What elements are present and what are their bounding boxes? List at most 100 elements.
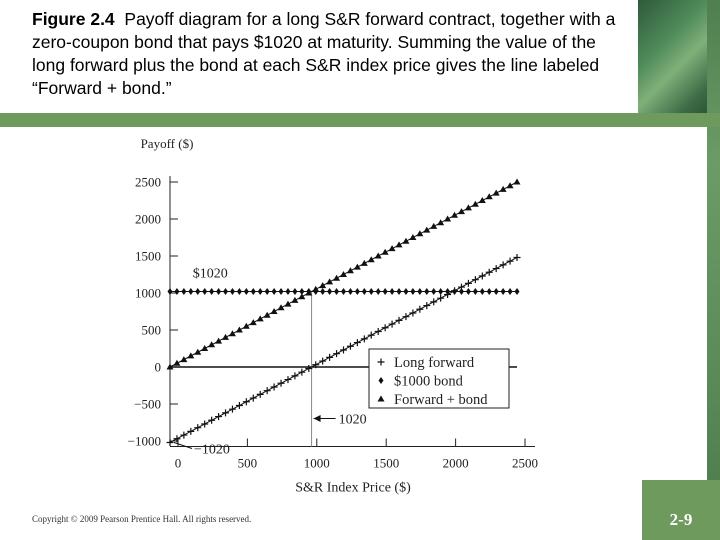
diamond-marker — [236, 288, 242, 296]
y-tick-label: 0 — [155, 360, 162, 375]
plus-marker — [180, 431, 188, 439]
diamond-marker — [514, 288, 520, 296]
diamond-marker — [354, 288, 360, 296]
triangle-marker — [215, 337, 223, 344]
diamond-marker — [382, 288, 388, 296]
diamond-marker — [410, 288, 416, 296]
x-tick-label: 2500 — [512, 455, 538, 470]
plus-marker — [166, 438, 174, 446]
right-decorative-strip — [707, 0, 720, 540]
triangle-marker — [485, 193, 493, 200]
plus-marker — [194, 424, 202, 432]
plus-marker — [263, 387, 271, 395]
triangle-marker — [451, 211, 459, 218]
triangle-marker — [340, 271, 347, 277]
plus-marker — [235, 401, 243, 409]
diamond-marker — [396, 288, 402, 296]
plus-marker — [485, 268, 493, 276]
plus-marker — [208, 416, 216, 424]
triangle-marker — [478, 197, 486, 203]
chart-annotations: $1020 −1020 1020 — [173, 267, 367, 457]
diamond-marker — [417, 288, 423, 296]
diamond-marker — [445, 288, 451, 296]
x-tick-label: 500 — [238, 455, 258, 470]
bond-value-annotation: $1020 — [193, 267, 228, 282]
plus-marker — [201, 420, 209, 428]
diamond-marker — [174, 288, 180, 296]
strike-annotation: 1020 — [339, 412, 367, 427]
plus-marker — [464, 279, 472, 287]
triangle-marker — [249, 319, 257, 326]
triangle-marker — [360, 259, 368, 266]
plus-marker — [478, 272, 486, 280]
diamond-marker — [403, 288, 409, 296]
legend-entry: Forward + bond — [394, 392, 488, 408]
triangle-marker — [499, 185, 507, 192]
triangle-marker — [457, 208, 465, 215]
plus-marker — [416, 305, 424, 313]
diamond-marker — [368, 288, 374, 296]
plus-marker — [499, 261, 507, 269]
triangle-marker — [471, 200, 479, 207]
figure-label: Figure 2.4 — [32, 9, 115, 29]
diamond-marker — [486, 288, 492, 296]
triangle-marker — [513, 178, 521, 185]
plus-marker — [215, 413, 223, 421]
diamond-marker — [209, 288, 215, 296]
triangle-marker — [346, 267, 354, 274]
plus-marker — [381, 324, 389, 332]
triangle-marker — [298, 293, 306, 300]
y-tick-label: 1500 — [135, 249, 161, 264]
triangle-marker — [377, 395, 385, 402]
triangle-marker — [312, 285, 320, 292]
plus-marker — [222, 409, 230, 417]
plus-marker — [173, 435, 181, 443]
diamond-marker — [292, 288, 298, 296]
payoff-chart: Payoff ($) −1000 −500 0 500 1000 1500 2000 2500 0… — [128, 136, 538, 495]
triangle-marker — [326, 278, 334, 285]
series-triangle — [166, 178, 521, 370]
plus-marker — [353, 339, 361, 347]
figure-caption-text: Payoff diagram for a long S&R forward co… — [32, 9, 616, 98]
triangle-marker — [353, 263, 361, 270]
diamond-marker — [181, 288, 187, 296]
diamond-marker — [320, 288, 326, 296]
plus-marker — [249, 394, 257, 402]
triangle-marker — [180, 356, 188, 363]
diamond-marker — [243, 288, 249, 296]
diamond-marker — [438, 288, 444, 296]
header-divider-bar — [0, 113, 720, 127]
diamond-marker — [285, 288, 291, 296]
arrow-head — [313, 414, 321, 422]
triangle-marker — [395, 241, 403, 248]
diamond-marker — [458, 288, 464, 296]
plus-marker — [305, 364, 313, 372]
diamond-marker — [223, 288, 229, 296]
plus-marker — [187, 427, 195, 435]
plus-marker — [513, 253, 521, 261]
plus-marker — [492, 265, 500, 273]
diamond-marker — [452, 288, 458, 296]
diamond-marker — [378, 377, 384, 384]
triangle-marker — [388, 245, 396, 252]
page-badge: 2-9 — [642, 480, 720, 540]
triangle-marker — [416, 230, 424, 237]
plus-marker — [402, 313, 410, 321]
plus-marker — [430, 298, 438, 306]
diamond-marker — [188, 288, 194, 296]
header-photo — [638, 0, 720, 113]
plus-marker — [377, 358, 385, 366]
diamond-marker — [264, 288, 270, 296]
y-tick-label: −1000 — [128, 434, 161, 449]
legend-entry: $1000 bond — [394, 374, 464, 390]
plus-marker — [256, 390, 264, 398]
page-number: 2-9 — [669, 510, 693, 529]
plus-marker — [374, 327, 382, 335]
diamond-marker — [341, 288, 346, 296]
triangle-marker — [409, 234, 417, 240]
triangle-marker — [444, 215, 452, 222]
plus-marker — [437, 294, 445, 302]
diamond-marker — [493, 288, 499, 296]
triangle-marker — [464, 204, 472, 211]
triangle-marker — [492, 189, 500, 196]
